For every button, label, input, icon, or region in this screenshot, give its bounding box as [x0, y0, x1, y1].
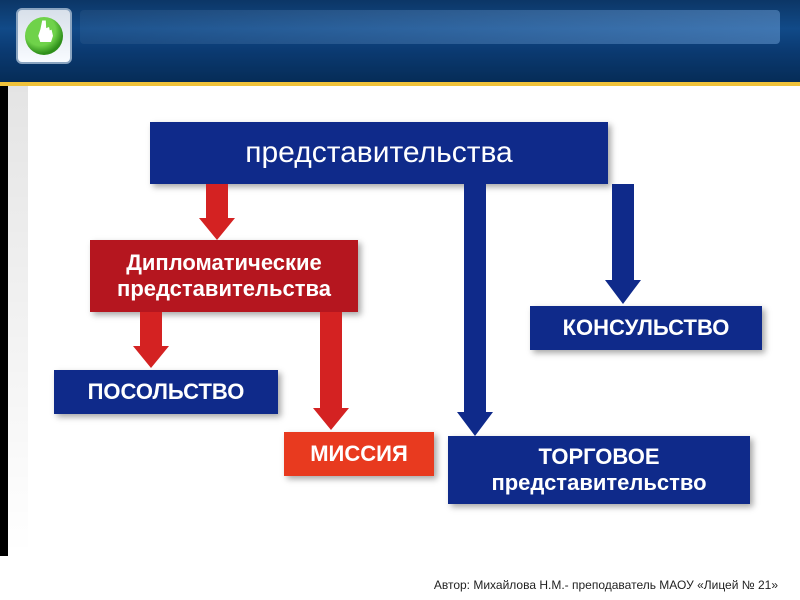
header-bar [0, 0, 800, 86]
node-mission-label: МИССИЯ [310, 441, 408, 467]
node-consulate-label: КОНСУЛЬСТВО [563, 315, 730, 341]
node-diplomatic-label: Дипломатические представительства [102, 250, 346, 302]
hand-globe-icon [25, 17, 63, 55]
node-embassy-label: ПОСОЛЬСТВО [88, 379, 245, 405]
node-root: представительства [150, 122, 608, 184]
logo-frame [16, 8, 72, 64]
slide-stage: представительства Дипломатические предст… [0, 0, 800, 600]
node-consulate: КОНСУЛЬСТВО [530, 306, 762, 350]
node-trade: ТОРГОВОЕ представительство [448, 436, 750, 504]
node-trade-label: ТОРГОВОЕ представительство [460, 444, 738, 496]
node-mission: МИССИЯ [284, 432, 434, 476]
node-root-label: представительства [245, 136, 513, 170]
node-diplomatic: Дипломатические представительства [90, 240, 358, 312]
left-fade [8, 86, 28, 556]
left-black-bar [0, 86, 8, 556]
node-embassy: ПОСОЛЬСТВО [54, 370, 278, 414]
header-decoration [80, 10, 780, 44]
footer-credit: Автор: Михайлова Н.М.- преподаватель МАО… [434, 578, 778, 592]
